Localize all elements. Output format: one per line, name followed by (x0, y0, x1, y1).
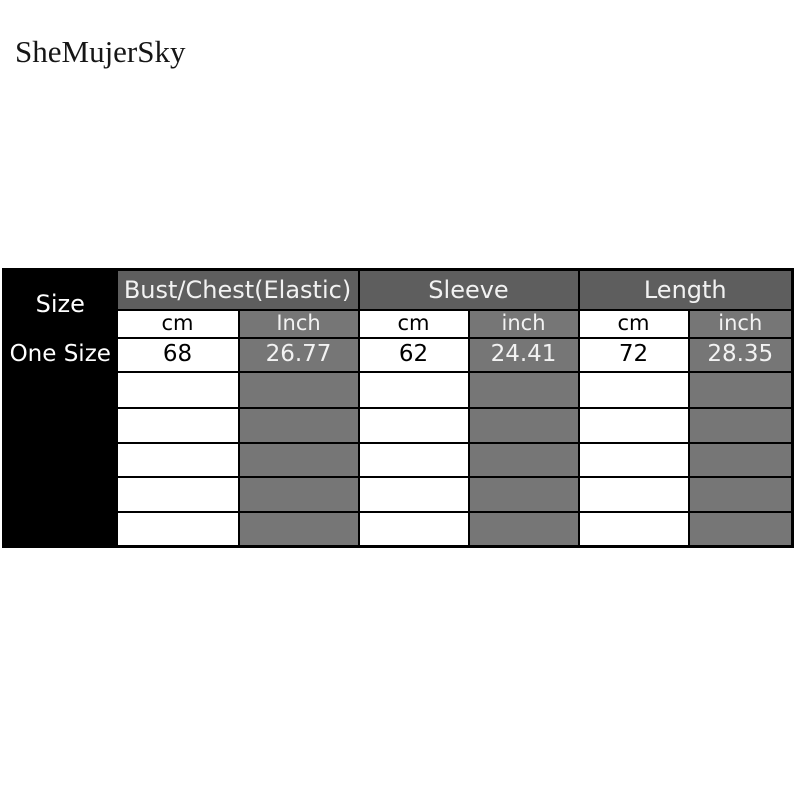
empty-cell (687, 370, 794, 409)
value-bust-inch: 26.77 (237, 336, 360, 373)
empty-row (2, 370, 794, 409)
group-header-length: Length (577, 268, 794, 311)
empty-row (4, 510, 794, 548)
empty-cell (687, 441, 794, 478)
empty-cell (357, 441, 470, 478)
value-length-cm: 72 (577, 336, 690, 373)
empty-size-cell (2, 441, 118, 478)
empty-cell (237, 406, 360, 444)
empty-cell (687, 510, 794, 548)
group-header-sleeve: Sleeve (357, 268, 580, 311)
empty-size-cell (2, 475, 118, 548)
empty-cell (237, 441, 360, 478)
empty-cell (467, 406, 580, 444)
size-column-header: Size (2, 268, 118, 339)
empty-cell (687, 475, 794, 513)
empty-row (2, 441, 794, 478)
empty-row (2, 475, 794, 548)
empty-cell (115, 510, 240, 548)
value-sleeve-cm: 62 (357, 336, 470, 373)
unit-bust-inch: Inch (237, 308, 360, 339)
empty-cell (115, 406, 240, 444)
empty-cell (357, 406, 470, 444)
empty-cell (357, 370, 470, 409)
empty-cell (115, 370, 240, 409)
empty-cell (467, 475, 580, 513)
empty-size-cell (2, 406, 118, 444)
unit-length-inch: inch (687, 308, 794, 339)
empty-cell (577, 441, 690, 478)
row-size-label: One Size (2, 336, 118, 373)
value-bust-cm: 68 (115, 336, 240, 373)
units-row: cm Inch cm inch cm inch (4, 308, 794, 339)
empty-cell (357, 475, 470, 513)
unit-bust-cm: cm (115, 308, 240, 339)
brand-logo: SheMujerSky (15, 34, 186, 69)
size-chart-table: Size Bust/Chest(Elastic) Sleeve Length c… (2, 268, 794, 548)
empty-cell (357, 510, 470, 548)
empty-cell (577, 370, 690, 409)
unit-sleeve-cm: cm (357, 308, 470, 339)
empty-cell (237, 510, 360, 548)
group-header-row: Size Bust/Chest(Elastic) Sleeve Length (2, 268, 794, 339)
empty-cell (237, 475, 360, 513)
empty-cell (115, 475, 240, 513)
empty-cell (467, 441, 580, 478)
unit-length-cm: cm (577, 308, 690, 339)
group-header-bust: Bust/Chest(Elastic) (115, 268, 360, 311)
empty-cell (577, 406, 690, 444)
value-length-inch: 28.35 (687, 336, 794, 373)
empty-cell (577, 510, 690, 548)
empty-cell (577, 475, 690, 513)
unit-sleeve-inch: inch (467, 308, 580, 339)
empty-cell (687, 406, 794, 444)
data-row-one-size: One Size 68 26.77 62 24.41 72 28.35 (2, 336, 794, 373)
empty-cell (467, 510, 580, 548)
value-sleeve-inch: 24.41 (467, 336, 580, 373)
empty-cell (115, 441, 240, 478)
empty-cell (237, 370, 360, 409)
empty-row (2, 406, 794, 444)
empty-size-cell (2, 370, 118, 409)
empty-cell (467, 370, 580, 409)
